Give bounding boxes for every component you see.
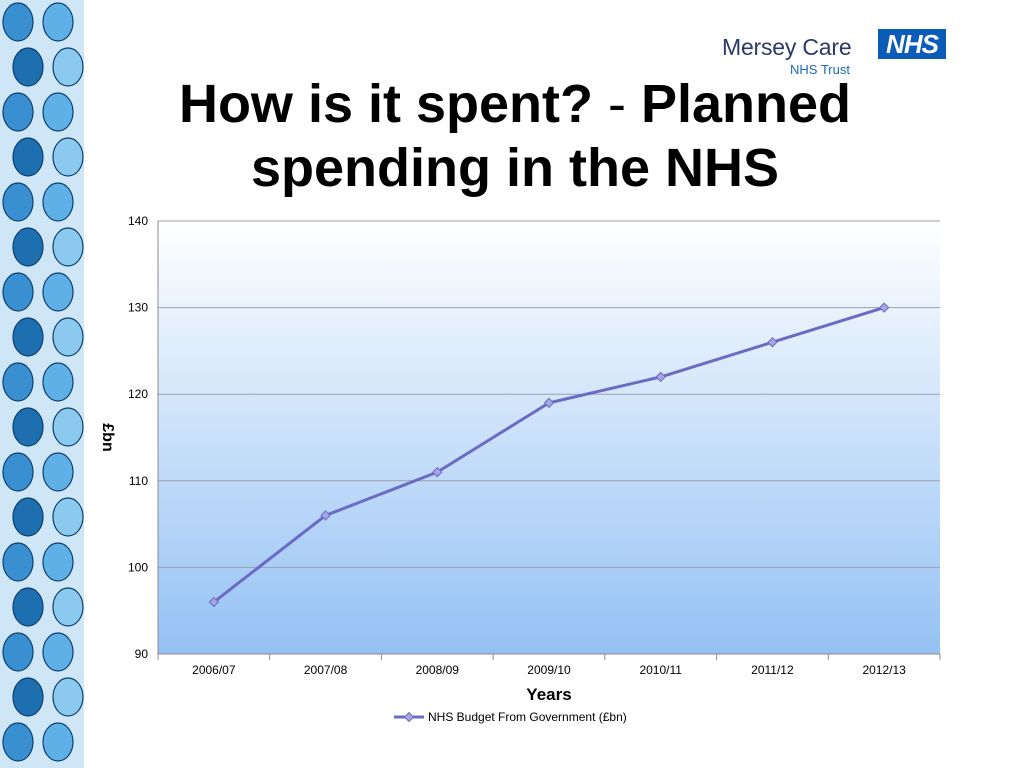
data-point-marker bbox=[878, 302, 890, 313]
face-illustration bbox=[42, 182, 74, 222]
logo-org-subtitle: NHS Trust bbox=[790, 62, 850, 77]
face-illustration bbox=[42, 362, 74, 402]
face-illustration bbox=[2, 542, 34, 582]
x-tick-label: 2006/07 bbox=[192, 663, 236, 677]
face-illustration bbox=[2, 2, 34, 42]
title-part-1: How is it spent? bbox=[178, 74, 593, 134]
face-illustration bbox=[2, 722, 34, 762]
face-illustration bbox=[12, 497, 44, 537]
y-tick-label: 120 bbox=[128, 387, 148, 401]
legend-label: NHS Budget From Government (£bn) bbox=[428, 710, 627, 724]
face-illustration bbox=[42, 542, 74, 582]
face-illustration bbox=[52, 227, 84, 267]
face-illustration bbox=[52, 407, 84, 447]
face-illustration bbox=[42, 272, 74, 312]
face-illustration bbox=[42, 92, 74, 132]
mersey-care-logo: Mersey Care NHS Trust NHS bbox=[718, 26, 950, 82]
face-illustration bbox=[52, 137, 84, 177]
x-axis-title: Years bbox=[526, 685, 571, 704]
plot-area bbox=[158, 221, 940, 654]
y-tick-label: 110 bbox=[129, 474, 148, 488]
face-illustration bbox=[52, 47, 84, 87]
x-tick-label: 2012/13 bbox=[862, 663, 906, 677]
decorative-people-strip bbox=[0, 0, 84, 768]
face-illustration bbox=[52, 587, 84, 627]
slide-title: How is it spent? - Planned spending in t… bbox=[130, 72, 900, 200]
x-tick-label: 2008/09 bbox=[416, 663, 460, 677]
logo-org-name: Mersey Care bbox=[722, 34, 852, 60]
y-tick-label: 100 bbox=[128, 560, 148, 574]
face-illustration bbox=[42, 452, 74, 492]
nhs-badge: NHS bbox=[878, 29, 946, 59]
face-illustration bbox=[42, 2, 74, 42]
face-illustration bbox=[12, 407, 44, 447]
face-illustration bbox=[2, 452, 34, 492]
y-tick-label: 130 bbox=[128, 301, 148, 315]
face-illustration bbox=[2, 272, 34, 312]
face-illustration bbox=[12, 137, 44, 177]
legend: NHS Budget From Government (£bn) bbox=[394, 710, 627, 724]
face-illustration bbox=[12, 47, 44, 87]
legend-marker bbox=[403, 711, 415, 723]
face-illustration bbox=[2, 362, 34, 402]
title-part-2: Planned spending in the NHS bbox=[250, 74, 852, 198]
y-axis-title: £bn bbox=[99, 423, 116, 451]
face-illustration bbox=[42, 722, 74, 762]
x-tick-label: 2010/11 bbox=[639, 663, 682, 677]
face-illustration bbox=[52, 497, 84, 537]
data-point-marker bbox=[767, 337, 778, 348]
y-tick-label: 90 bbox=[135, 647, 149, 661]
budget-line-chart: 90 100 110 120 130 140 2006/07 2007/08 2008/09 20… bbox=[99, 214, 941, 724]
face-illustration bbox=[2, 182, 34, 222]
face-illustration bbox=[12, 317, 44, 357]
title-separator: - bbox=[608, 74, 626, 134]
data-point-marker bbox=[208, 596, 220, 608]
face-illustration bbox=[52, 317, 84, 357]
data-point-marker bbox=[655, 371, 666, 383]
data-point-marker bbox=[543, 397, 555, 409]
face-illustration bbox=[12, 677, 44, 717]
face-illustration bbox=[2, 92, 34, 132]
face-illustration bbox=[12, 227, 44, 267]
y-tick-label: 140 bbox=[128, 214, 148, 228]
x-tick-label: 2007/08 bbox=[304, 663, 348, 677]
face-illustration bbox=[52, 677, 84, 717]
face-illustration bbox=[2, 632, 34, 672]
face-illustration bbox=[42, 632, 74, 672]
data-point-marker bbox=[432, 466, 443, 478]
face-illustration bbox=[12, 587, 44, 627]
x-tick-label: 2011/12 bbox=[751, 663, 794, 677]
data-point-marker bbox=[320, 510, 331, 521]
x-tick-label: 2009/10 bbox=[527, 663, 571, 677]
